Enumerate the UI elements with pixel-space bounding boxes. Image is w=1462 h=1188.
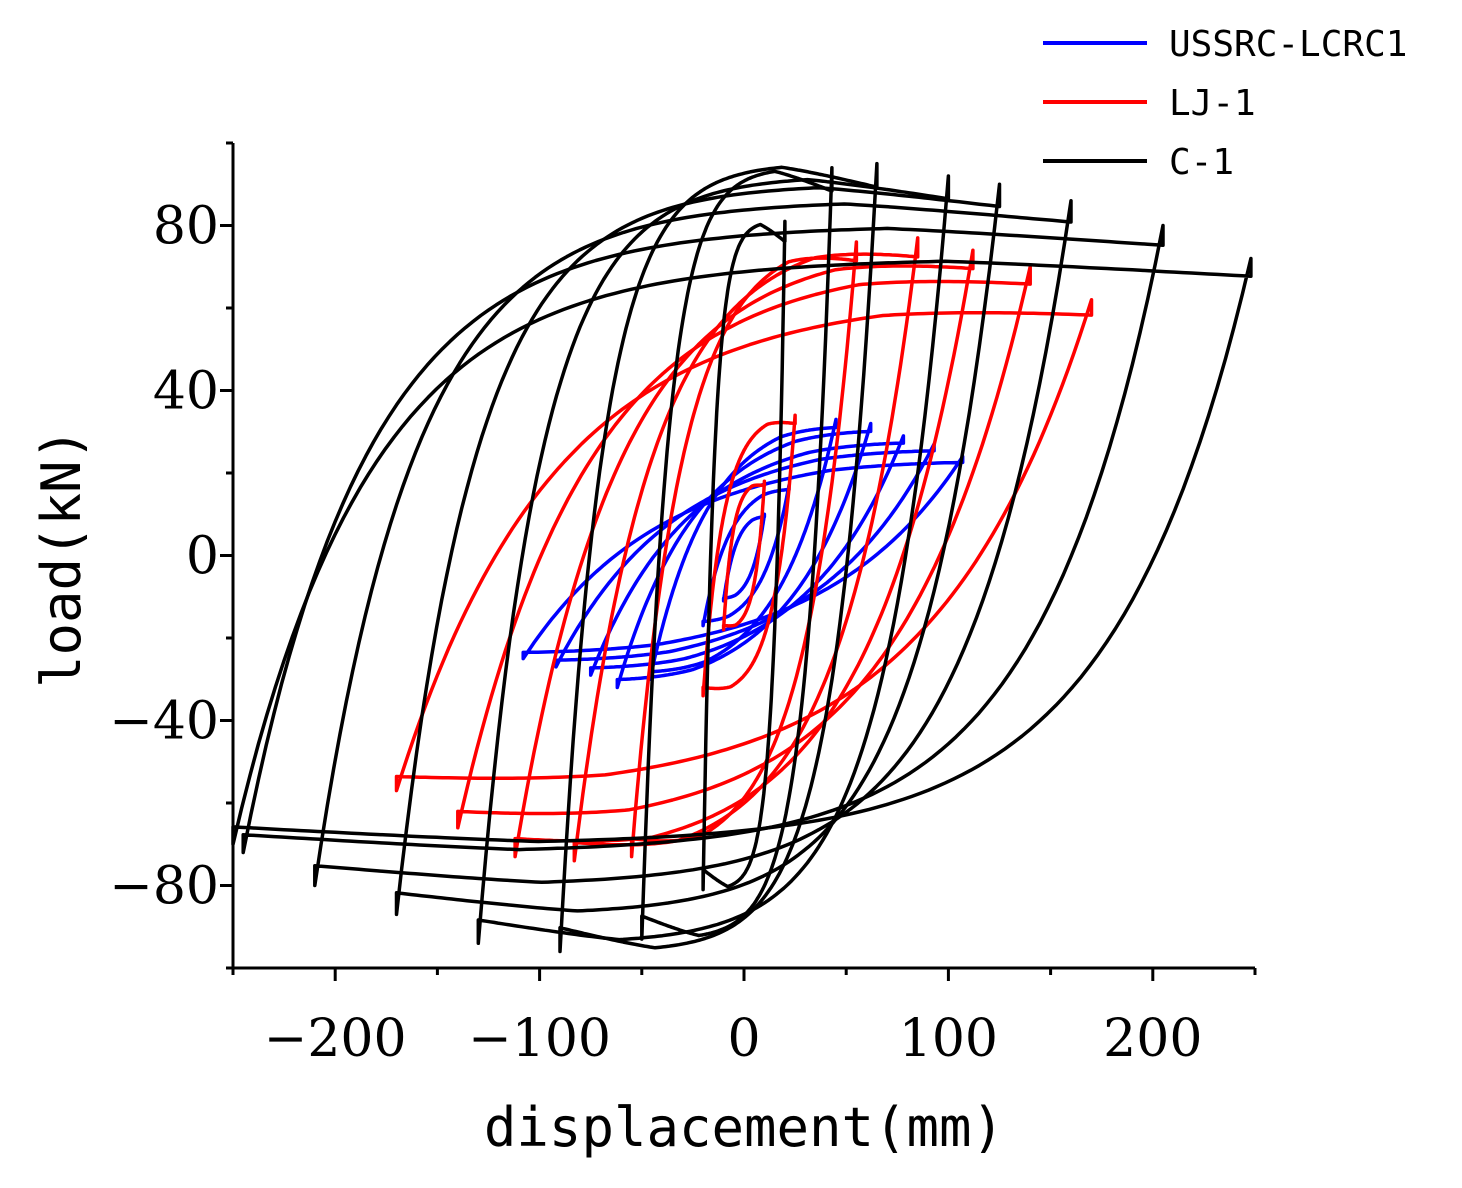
y-tick-label: 80: [153, 197, 219, 257]
hysteresis-loop: [721, 479, 767, 632]
hysteresis-loop: [588, 434, 906, 677]
x-tick-label: 100: [899, 1009, 998, 1069]
y-tick-label: 0: [186, 527, 219, 587]
legend-label: C-1: [1169, 142, 1234, 183]
y-tick-label: −40: [109, 692, 219, 752]
y-tick-label: −80: [109, 857, 219, 917]
y-axis-title: load(kN): [30, 428, 93, 688]
hysteresis-loop: [231, 256, 1253, 847]
x-axis-title: displacement(mm): [484, 1096, 1004, 1159]
hysteresis-loop: [476, 174, 951, 946]
hysteresis-loop: [241, 223, 1165, 855]
y-ticks: −80 −40 0 40 80: [109, 141, 233, 970]
hysteresis-loop: [701, 413, 797, 698]
hysteresis-loop: [313, 199, 1073, 888]
hysteresis-loop: [721, 512, 767, 603]
x-tick-label: −100: [468, 1009, 611, 1069]
x-tick-label: 200: [1103, 1009, 1202, 1069]
legend-label: USSRC-LCRC1: [1169, 24, 1407, 65]
hysteresis-loop: [558, 161, 879, 954]
hysteresis-loop: [640, 166, 834, 941]
legend-label: LJ-1: [1169, 83, 1256, 124]
legend: USSRC-LCRC1 LJ-1 C-1: [1043, 24, 1407, 183]
x-tick-label: −200: [264, 1009, 407, 1069]
series-c-1: [231, 161, 1253, 954]
hysteresis-loop: [394, 298, 1094, 793]
x-tick-label: 0: [727, 1009, 760, 1069]
y-tick-label: 40: [153, 362, 219, 422]
series-lj-1: [394, 236, 1094, 863]
x-ticks: −200 −100 0 100 200: [231, 968, 1257, 1069]
series-layer: [231, 161, 1253, 954]
